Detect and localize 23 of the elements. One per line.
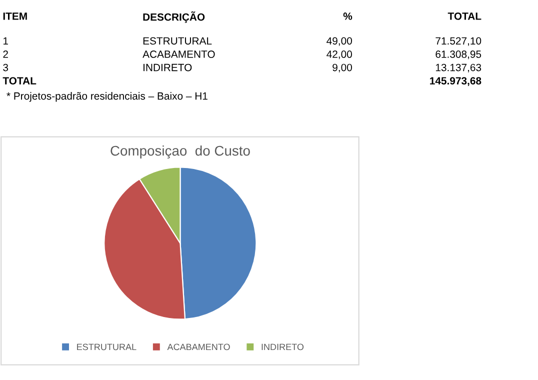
text: 71.527,10 (436, 37, 482, 46)
legend-label: ACABAMENTO (167, 344, 230, 350)
text: 2 (3, 50, 8, 58)
text: TOTAL (448, 12, 482, 20)
text: DESCRIÇÃO (143, 11, 205, 23)
text: 9,00 (332, 64, 352, 72)
legend-label: INDIRETO (262, 344, 304, 350)
text: 13.137,63 (436, 64, 482, 72)
text: 1 (3, 37, 8, 44)
text: TOTAL (2, 77, 36, 84)
text: % (343, 12, 352, 20)
text: * Projetos-padrão residenciais – Baixo – H1 (6, 92, 208, 102)
text: ACABAMENTO (142, 50, 215, 58)
text: INDIRETO (144, 64, 192, 72)
chart-title: Composiçao do Custo (110, 145, 250, 159)
text: 3 (3, 64, 8, 72)
text: 61.308,95 (436, 50, 482, 60)
legend-label: ESTRUTURAL (77, 344, 136, 350)
text: 49,00 (326, 37, 352, 46)
text: 42,00 (326, 50, 352, 60)
text: ESTRUTURAL (143, 37, 212, 45)
text: 145.973,68 (430, 77, 482, 86)
text: ITEM (3, 12, 27, 20)
